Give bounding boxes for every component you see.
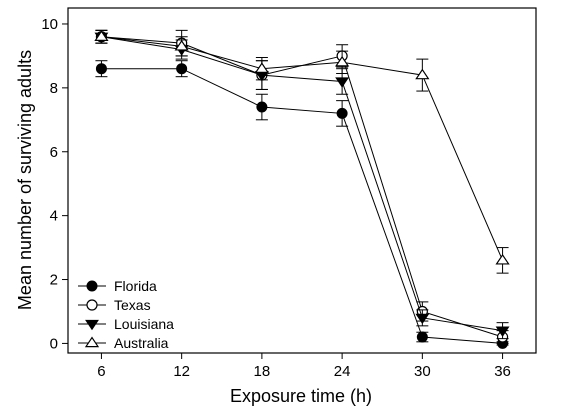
- data-point-australia: [94, 30, 109, 41]
- data-point-florida: [176, 63, 188, 75]
- legend-marker: [85, 319, 99, 331]
- legend-entry-louisiana: Louisiana: [78, 316, 174, 332]
- series-australia: [94, 29, 510, 274]
- series-florida: [95, 60, 509, 349]
- data-point-australia: [495, 253, 510, 265]
- series-layer: [94, 29, 510, 349]
- x-axis-label: Exposure time (h): [230, 386, 372, 406]
- y-tick-label: 4: [50, 208, 58, 225]
- legend-label: Louisiana: [114, 316, 174, 332]
- series-louisiana: [94, 29, 510, 340]
- legend-marker: [86, 299, 98, 311]
- series-line-texas: [101, 36, 503, 338]
- plot-border: [67, 7, 537, 354]
- data-point-australia: [174, 39, 189, 51]
- series-line-louisiana: [101, 36, 503, 332]
- data-point-australia: [415, 68, 430, 80]
- data-point-australia: [254, 62, 270, 73]
- y-axis-label: Mean number of surviving adults: [15, 50, 35, 310]
- legend-marker: [86, 280, 98, 292]
- data-point-florida: [95, 63, 107, 75]
- legend-label: Florida: [114, 278, 157, 294]
- legend-label: Australia: [114, 335, 169, 351]
- y-tick-label: 6: [50, 144, 58, 161]
- series-line-australia: [101, 36, 504, 261]
- y-tick-label: 8: [50, 80, 58, 97]
- x-tick-label: 18: [254, 363, 271, 380]
- data-point-louisiana: [415, 313, 430, 325]
- data-point-louisiana: [495, 326, 510, 337]
- x-tick-label: 24: [334, 363, 351, 380]
- y-tick-label: 2: [50, 272, 58, 289]
- x-tick-label: 6: [97, 363, 105, 380]
- y-tick-label: 0: [50, 335, 58, 352]
- legend-marker: [84, 336, 100, 348]
- data-point-australia: [334, 55, 350, 67]
- legend-entry-australia: Australia: [78, 335, 169, 351]
- x-tick-label: 30: [414, 363, 431, 380]
- plot-frame: [67, 7, 537, 354]
- legend-entry-florida: Florida: [78, 278, 157, 294]
- series-texas: [95, 29, 509, 344]
- data-point-florida: [336, 107, 348, 119]
- legend: Florida Texas Louisiana Australia: [78, 278, 174, 351]
- data-point-florida: [256, 101, 268, 113]
- y-tick-label: 10: [41, 16, 58, 33]
- series-line-florida: [101, 68, 503, 344]
- x-tick-label: 36: [494, 363, 511, 380]
- data-point-louisiana: [335, 77, 350, 88]
- legend-label: Texas: [114, 297, 151, 313]
- data-point-florida: [416, 331, 428, 343]
- x-tick-label: 12: [173, 363, 190, 380]
- legend-entry-texas: Texas: [78, 297, 151, 313]
